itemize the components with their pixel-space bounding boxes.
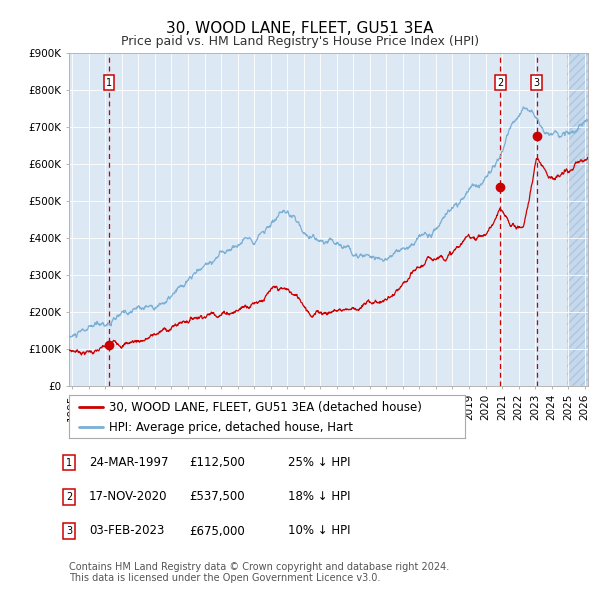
Text: 1: 1 xyxy=(66,458,72,467)
Text: 30, WOOD LANE, FLEET, GU51 3EA: 30, WOOD LANE, FLEET, GU51 3EA xyxy=(166,21,434,36)
Text: 2: 2 xyxy=(497,78,503,88)
Text: 18% ↓ HPI: 18% ↓ HPI xyxy=(288,490,350,503)
Text: 24-MAR-1997: 24-MAR-1997 xyxy=(89,456,168,469)
Text: 25% ↓ HPI: 25% ↓ HPI xyxy=(288,456,350,469)
Text: 17-NOV-2020: 17-NOV-2020 xyxy=(89,490,167,503)
Text: 2: 2 xyxy=(66,492,72,502)
Text: HPI: Average price, detached house, Hart: HPI: Average price, detached house, Hart xyxy=(109,421,353,434)
Text: 1: 1 xyxy=(106,78,112,88)
Text: 30, WOOD LANE, FLEET, GU51 3EA (detached house): 30, WOOD LANE, FLEET, GU51 3EA (detached… xyxy=(109,401,421,414)
Text: £537,500: £537,500 xyxy=(189,490,245,503)
Text: £675,000: £675,000 xyxy=(189,525,245,537)
Text: 03-FEB-2023: 03-FEB-2023 xyxy=(89,525,164,537)
Text: 10% ↓ HPI: 10% ↓ HPI xyxy=(288,525,350,537)
Text: 3: 3 xyxy=(533,78,539,88)
Text: £112,500: £112,500 xyxy=(189,456,245,469)
Text: This data is licensed under the Open Government Licence v3.0.: This data is licensed under the Open Gov… xyxy=(69,573,380,583)
Text: 3: 3 xyxy=(66,526,72,536)
Text: Price paid vs. HM Land Registry's House Price Index (HPI): Price paid vs. HM Land Registry's House … xyxy=(121,35,479,48)
Text: Contains HM Land Registry data © Crown copyright and database right 2024.: Contains HM Land Registry data © Crown c… xyxy=(69,562,449,572)
